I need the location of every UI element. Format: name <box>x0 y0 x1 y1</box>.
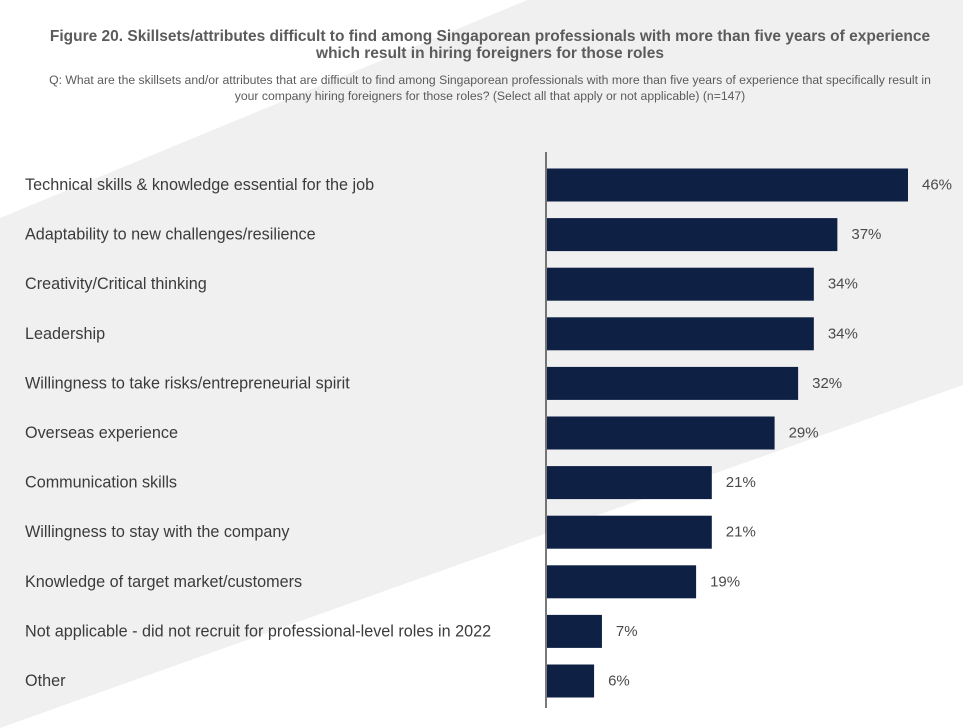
category-label: Not applicable - did not recruit for pro… <box>25 622 491 640</box>
category-label: Willingness to take risks/entrepreneuria… <box>25 374 350 392</box>
category-label: Adaptability to new challenges/resilienc… <box>25 226 316 244</box>
category-labels: Technical skills & knowledge essential f… <box>25 176 491 690</box>
category-label: Technical skills & knowledge essential f… <box>25 176 374 194</box>
category-label: Willingness to stay with the company <box>25 523 290 541</box>
bar <box>547 466 712 500</box>
bar <box>547 366 799 400</box>
value-label: 6% <box>608 673 630 690</box>
bar <box>547 664 595 698</box>
category-label: Knowledge of target market/customers <box>25 573 302 591</box>
value-label: 29% <box>789 425 819 442</box>
value-label: 34% <box>828 325 858 342</box>
category-label: Creativity/Critical thinking <box>25 275 207 293</box>
category-label: Other <box>25 672 66 690</box>
bars <box>547 168 908 698</box>
bar <box>547 317 814 351</box>
value-label: 46% <box>922 177 952 194</box>
value-label: 37% <box>851 226 881 243</box>
value-label: 32% <box>812 375 842 392</box>
bar <box>547 218 838 252</box>
bar <box>547 168 908 202</box>
bar <box>547 614 602 648</box>
bar <box>547 565 697 599</box>
category-label: Overseas experience <box>25 424 178 442</box>
chart-subtitle: Q: What are the skillsets and/or attribu… <box>49 73 931 103</box>
bar <box>547 416 775 450</box>
chart-title: Figure 20. Skillsets/attributes difficul… <box>49 28 931 62</box>
value-label: 7% <box>616 623 638 640</box>
value-label: 21% <box>726 474 756 491</box>
value-label: 34% <box>828 276 858 293</box>
value-label: 19% <box>710 573 740 590</box>
category-label: Communication skills <box>25 474 177 492</box>
bar <box>547 515 712 549</box>
bar <box>547 267 814 301</box>
value-label: 21% <box>726 524 756 541</box>
value-labels: 46% 37% 34% 34% 32% 29% 21% 21% 19% 7% 6% <box>608 177 952 690</box>
category-label: Leadership <box>25 325 105 343</box>
